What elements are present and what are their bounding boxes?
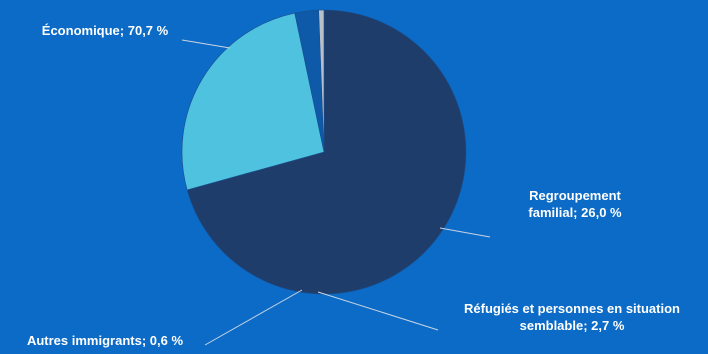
data-label-line: Regroupement	[529, 188, 621, 203]
labels-layer: Économique; 70,7 % Regroupement familial; …	[27, 23, 680, 348]
leader-line	[439, 227, 491, 238]
data-label-line: Réfugiés et personnes en situation	[464, 301, 680, 316]
data-label-line: semblable; 2,7 %	[520, 318, 625, 333]
data-label-line: familial; 26,0 %	[528, 205, 622, 220]
data-label-line: Autres immigrants; 0,6 %	[27, 333, 183, 348]
pie-slice-conomique	[186, 9, 467, 295]
slices-layer	[181, 9, 467, 295]
pie-slice-autres-immigrants	[318, 9, 325, 153]
data-label: Réfugiés et personnes en situation sembla…	[464, 301, 680, 333]
data-label-line: Économique; 70,7 %	[42, 23, 169, 38]
data-label: Économique; 70,7 %	[42, 23, 169, 38]
leader-line	[317, 291, 439, 331]
leader-line	[181, 39, 231, 49]
leader-lines-layer	[181, 39, 491, 346]
leader-line	[204, 289, 303, 346]
data-label: Regroupement familial; 26,0 %	[528, 188, 622, 220]
pie-slice-regroupement-familial	[181, 12, 325, 191]
data-label: Autres immigrants; 0,6 %	[27, 333, 183, 348]
